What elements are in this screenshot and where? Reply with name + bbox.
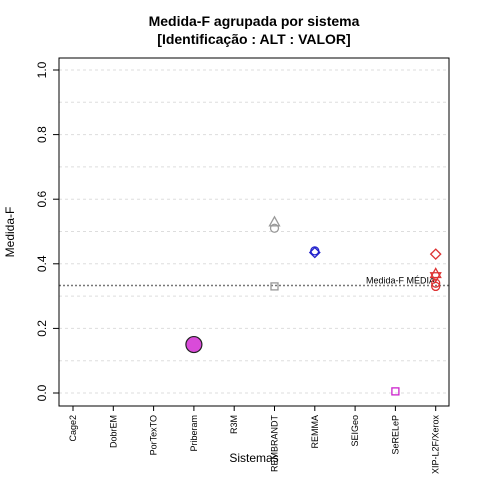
- data-point: [431, 278, 441, 288]
- x-tick-label: REMBRANDT: [270, 415, 280, 473]
- data-point: [185, 335, 203, 354]
- y-tick-label: 0.2: [35, 320, 49, 337]
- data-point: [268, 215, 281, 227]
- x-tick-label: R3M: [229, 415, 239, 434]
- x-tick-label: SeRELeP: [390, 415, 400, 455]
- data-point: [270, 282, 279, 291]
- y-axis-title: Medida-F: [3, 207, 17, 258]
- data-point: [269, 223, 280, 233]
- data-point: [308, 246, 321, 259]
- x-tick-label: Cage2: [68, 415, 78, 442]
- data-point: [391, 387, 400, 396]
- y-tick-label: 0.8: [35, 126, 49, 143]
- x-tick-label: REMMA: [310, 415, 320, 449]
- grid-lines: [59, 69, 449, 394]
- y-axis: 0.0 0.2 0.4 0.6 0.8 1.0: [35, 61, 60, 401]
- y-tick-label: 1.0: [35, 61, 49, 78]
- x-tick-label: PorTexTO: [149, 415, 159, 455]
- chart-title: Medida-F agrupada por sistema: [149, 13, 360, 29]
- chart-subtitle: [Identificação : ALT : VALOR]: [157, 31, 350, 47]
- y-tick-label: 0.0: [35, 384, 49, 401]
- y-tick-label: 0.6: [35, 191, 49, 208]
- x-axis: Cage2 DobrEM PorTexTO Priberam R3M REMBRANDT R…: [68, 406, 441, 474]
- x-tick-label: SEIGeo: [350, 415, 360, 447]
- reference-line-label: Medida-F MÉDIA: [366, 275, 435, 285]
- reference-line-group: Medida-F MÉDIA: [59, 275, 449, 287]
- x-axis-title: Sistemas: [229, 451, 278, 465]
- x-tick-label: DobrEM: [108, 415, 118, 448]
- data-point: [429, 248, 442, 261]
- x-tick-label: XIP-L2F/Xerox: [431, 415, 441, 475]
- data-points: [185, 215, 442, 396]
- y-tick-label: 0.4: [35, 255, 49, 272]
- data-point: [429, 272, 442, 284]
- data-point: [431, 281, 441, 292]
- x-tick-label: Priberam: [189, 415, 199, 452]
